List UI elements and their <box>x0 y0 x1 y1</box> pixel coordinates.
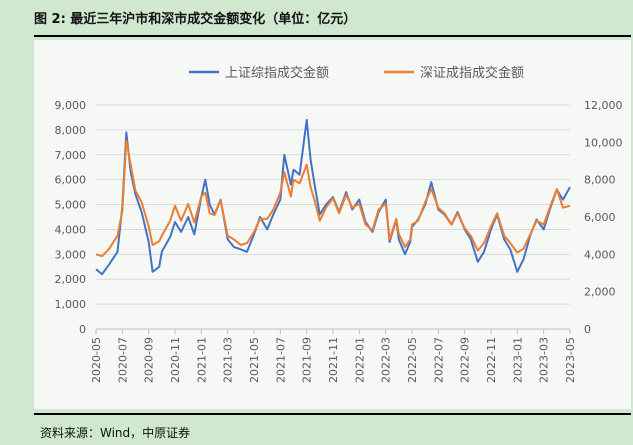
x-tick-label: 2022-09 <box>459 337 472 383</box>
x-tick-label: 2021-09 <box>301 337 314 383</box>
y-left-tick-label: 6,000 <box>55 174 87 187</box>
line-chart: 0 1,000 2,000 3,000 4,000 5,000 6,000 7,000 8,00… <box>55 65 623 383</box>
y-left-tick-label: 5,000 <box>55 199 87 212</box>
y-left-tick-label: 3,000 <box>55 248 87 261</box>
y-left-tick-label: 9,000 <box>55 99 87 112</box>
axes: 0 1,000 2,000 3,000 4,000 5,000 6,000 7,000 8,00… <box>55 99 623 383</box>
series-line-1 <box>95 118 571 276</box>
bottom-rule <box>34 413 631 415</box>
top-rule <box>34 35 631 37</box>
x-tick-label: 2022-11 <box>485 337 498 383</box>
x-tick-label: 2020-05 <box>90 337 103 383</box>
y-left-tick-label: 2,000 <box>55 273 87 286</box>
y-left-tick-label: 0 <box>79 323 86 336</box>
x-tick-label: 2020-09 <box>143 337 156 383</box>
x-tick-label: 2023-03 <box>538 337 551 383</box>
legend-label-2: 深证成指成交金额 <box>420 65 524 81</box>
chart-panel: 0 1,000 2,000 3,000 4,000 5,000 6,000 7,000 8,00… <box>34 40 631 409</box>
series-line-2 <box>95 139 571 258</box>
x-tick-label: 2021-03 <box>222 337 235 383</box>
y-left-tick-label: 8,000 <box>55 124 87 137</box>
x-tick-label: 2023-05 <box>564 337 577 383</box>
y-right-tick-label: 8,000 <box>584 174 616 187</box>
y-right-tick-label: 6,000 <box>584 211 616 224</box>
figure-title: 图 2: 最近三年沪市和深市成交金额变化（单位：亿元） <box>34 12 357 27</box>
x-tick-label: 2021-11 <box>327 337 340 383</box>
series-lines <box>95 118 571 276</box>
x-tick-label: 2022-03 <box>380 337 393 383</box>
x-tick-label: 2021-07 <box>274 337 287 383</box>
y-right-tick-label: 12,000 <box>584 99 623 112</box>
x-tick-label: 2022-01 <box>353 337 366 383</box>
y-right-tick-label: 10,000 <box>584 136 623 149</box>
y-right-tick-label: 2,000 <box>584 286 616 299</box>
source-note: 资料来源：Wind，中原证券 <box>40 426 191 440</box>
x-tick-label: 2022-05 <box>406 337 419 383</box>
legend-label-1: 上证综指成交金额 <box>225 65 329 81</box>
x-tick-label: 2020-11 <box>169 337 182 383</box>
gridlines <box>96 104 570 330</box>
y-left-tick-label: 1,000 <box>55 298 87 311</box>
legend: 上证综指成交金额 深证成指成交金额 <box>189 65 524 81</box>
y-left-tick-label: 4,000 <box>55 223 87 236</box>
x-tick-label: 2022-07 <box>432 337 445 383</box>
y-right-tick-label: 4,000 <box>584 248 616 261</box>
x-tick-label: 2021-01 <box>195 337 208 383</box>
y-left-tick-label: 7,000 <box>55 149 87 162</box>
x-tick-label: 2021-05 <box>248 337 261 383</box>
x-tick-label: 2023-01 <box>511 337 524 383</box>
x-tick-label: 2020-07 <box>116 337 129 383</box>
y-right-tick-label: 0 <box>584 323 591 336</box>
